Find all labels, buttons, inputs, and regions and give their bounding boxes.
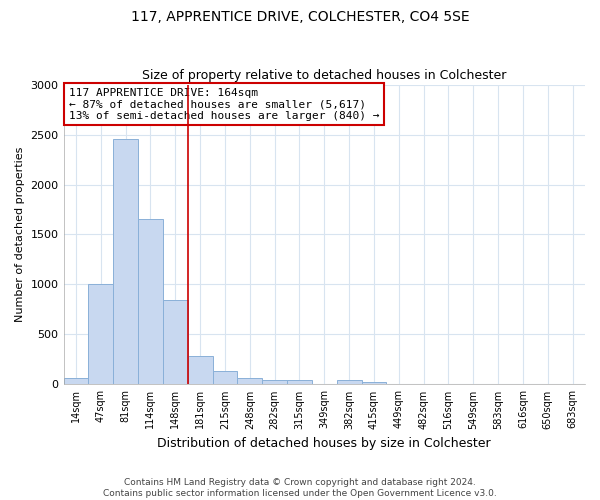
Bar — [238, 378, 262, 384]
Text: 117, APPRENTICE DRIVE, COLCHESTER, CO4 5SE: 117, APPRENTICE DRIVE, COLCHESTER, CO4 5… — [131, 10, 469, 24]
X-axis label: Distribution of detached houses by size in Colchester: Distribution of detached houses by size … — [157, 437, 491, 450]
Text: 117 APPRENTICE DRIVE: 164sqm
← 87% of detached houses are smaller (5,617)
13% of: 117 APPRENTICE DRIVE: 164sqm ← 87% of de… — [69, 88, 379, 121]
Bar — [212, 372, 238, 384]
Bar — [337, 380, 362, 384]
Bar — [163, 300, 188, 384]
Bar — [287, 380, 312, 384]
Title: Size of property relative to detached houses in Colchester: Size of property relative to detached ho… — [142, 69, 506, 82]
Text: Contains HM Land Registry data © Crown copyright and database right 2024.
Contai: Contains HM Land Registry data © Crown c… — [103, 478, 497, 498]
Bar — [138, 220, 163, 384]
Bar — [113, 138, 138, 384]
Y-axis label: Number of detached properties: Number of detached properties — [15, 147, 25, 322]
Bar — [188, 356, 212, 384]
Bar — [362, 382, 386, 384]
Bar — [64, 378, 88, 384]
Bar — [262, 380, 287, 384]
Bar — [88, 284, 113, 384]
